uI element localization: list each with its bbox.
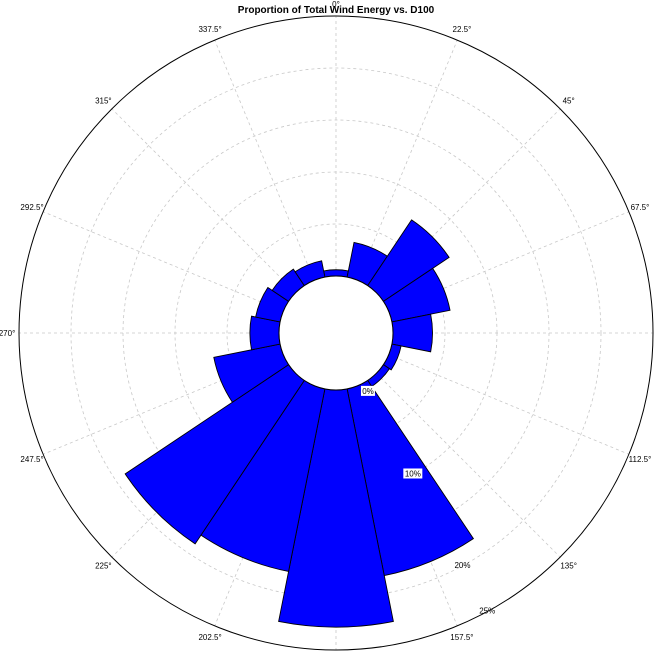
- ring-label: 0%: [362, 387, 374, 396]
- ring-label: 25%: [479, 607, 495, 616]
- chart-title: Proportion of Total Wind Energy vs. D100: [238, 5, 435, 16]
- direction-label: 225°: [95, 562, 112, 571]
- direction-label: 22.5°: [453, 25, 472, 34]
- grid-spoke: [111, 108, 296, 293]
- direction-label: 45°: [563, 96, 575, 105]
- direction-label: 270°: [0, 329, 15, 338]
- direction-label: 0°: [332, 0, 340, 9]
- direction-label: 292.5°: [20, 203, 43, 212]
- direction-label: 247.5°: [20, 455, 43, 464]
- grid-ring: [226, 223, 446, 443]
- grid-spoke: [42, 211, 284, 312]
- direction-label: 202.5°: [198, 633, 221, 642]
- ring-label: 10%: [405, 469, 421, 478]
- ring-label-bg: [403, 468, 423, 479]
- hole-layer: [278, 275, 394, 391]
- grid-spoke: [357, 39, 458, 281]
- direction-label: 135°: [560, 562, 577, 571]
- direction-label: 315°: [95, 96, 112, 105]
- direction-label: 337.5°: [198, 25, 221, 34]
- direction-label: 157.5°: [450, 633, 473, 642]
- grid-spoke: [388, 354, 630, 455]
- outer-circle: [18, 15, 654, 651]
- sector-layer: [124, 219, 475, 628]
- ring-label: 20%: [454, 561, 470, 570]
- grid-spoke: [214, 39, 315, 281]
- grid-spoke: [376, 373, 561, 558]
- direction-label: 112.5°: [629, 455, 652, 464]
- direction-label: 67.5°: [631, 203, 650, 212]
- ring-label-bg: [360, 385, 375, 396]
- center-hole: [278, 275, 394, 391]
